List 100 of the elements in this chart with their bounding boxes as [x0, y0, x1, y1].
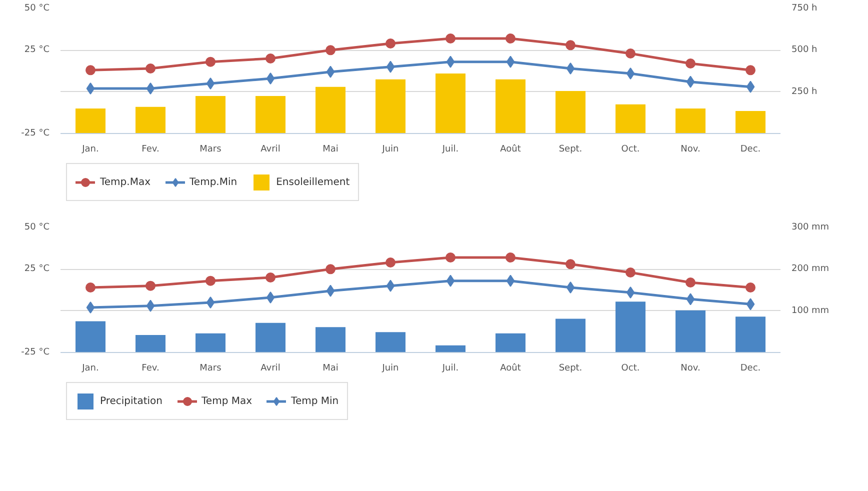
point	[566, 40, 576, 50]
x-tick-label: Sept.	[558, 364, 582, 374]
point	[686, 278, 696, 288]
legend-label: Temp Max	[202, 396, 252, 406]
point	[266, 54, 276, 64]
y-tick-label: 50 °C	[24, 4, 50, 14]
point	[686, 76, 695, 88]
point	[446, 34, 456, 44]
point	[266, 72, 275, 84]
bar	[256, 322, 286, 352]
x-tick-label: Avril	[260, 144, 280, 154]
point	[746, 298, 755, 310]
y2-tick-label: 500 h	[792, 45, 818, 56]
bar	[196, 96, 226, 134]
point	[566, 282, 575, 294]
x-tick-label: Dec.	[740, 144, 761, 154]
x-tick-label: Fev.	[142, 144, 160, 154]
legend-label: Temp.Min	[190, 176, 238, 188]
point	[506, 34, 516, 44]
bar	[736, 316, 766, 352]
x-tick-label: Dec.	[740, 364, 761, 374]
bar	[436, 345, 466, 352]
bar	[376, 332, 406, 352]
point	[566, 259, 576, 270]
point	[446, 252, 456, 262]
point	[686, 58, 696, 68]
y2-tick-label: 750 h	[792, 4, 818, 14]
point	[146, 64, 156, 74]
legend-label: Ensoleillement	[276, 176, 350, 188]
point	[206, 296, 215, 308]
x-tick-label: Août	[500, 144, 522, 154]
x-tick-label: Août	[500, 362, 522, 374]
x-tick-label: Nov.	[680, 364, 700, 374]
point	[506, 252, 516, 262]
x-tick-label: Nov.	[680, 144, 700, 154]
point	[386, 60, 395, 73]
bar	[256, 96, 286, 134]
point	[446, 274, 455, 287]
x-tick-label: Jan.	[81, 144, 99, 154]
point	[206, 78, 215, 90]
point	[266, 292, 275, 304]
legend-label: Precipitation	[100, 396, 163, 406]
point	[386, 280, 395, 292]
x-tick-label: Mai	[322, 144, 338, 154]
point	[626, 286, 635, 298]
x-tick-label: Mars	[200, 364, 222, 374]
bar	[676, 310, 706, 352]
x-tick-label: Juil.	[441, 144, 459, 154]
y-tick-label: -25 °C	[21, 128, 50, 138]
point	[86, 302, 95, 314]
x-tick-label: Oct.	[621, 144, 640, 154]
point	[446, 56, 455, 68]
bar	[76, 321, 106, 352]
bar	[196, 333, 226, 352]
point	[566, 62, 575, 74]
legend-label: Temp.Max	[100, 176, 151, 188]
y-tick-label: -25 °C	[21, 348, 50, 358]
point	[506, 274, 515, 287]
point	[206, 276, 216, 286]
bar	[136, 335, 166, 352]
point	[206, 56, 216, 67]
point	[326, 66, 335, 78]
y2-tick-label: 300 mm	[792, 222, 830, 232]
bar	[496, 333, 526, 352]
x-tick-label: Sept.	[558, 144, 582, 154]
point	[746, 80, 755, 93]
y-tick-label: 25 °C	[24, 264, 50, 274]
bar	[736, 111, 766, 134]
point	[386, 38, 396, 48]
bar	[496, 79, 526, 134]
point	[86, 65, 96, 76]
point	[326, 284, 335, 297]
y-tick-label: 25 °C	[24, 45, 50, 56]
x-tick-label: Fev.	[142, 364, 160, 374]
bar	[76, 108, 106, 134]
bar	[556, 318, 586, 352]
point	[86, 82, 95, 94]
y2-tick-label: 250 h	[792, 86, 818, 97]
bar	[616, 302, 646, 352]
x-tick-label: Juin	[381, 364, 399, 374]
bar	[376, 79, 406, 134]
point	[326, 45, 336, 56]
point	[626, 268, 636, 278]
bar	[616, 104, 646, 134]
bar	[676, 108, 706, 134]
point	[626, 68, 635, 80]
bar	[316, 327, 346, 352]
x-tick-label: Mai	[322, 364, 338, 374]
bar	[136, 106, 166, 134]
point	[746, 65, 756, 76]
point	[146, 300, 155, 312]
point	[326, 264, 336, 274]
bar	[436, 74, 466, 134]
point	[146, 82, 155, 94]
x-tick-label: Juin	[381, 144, 399, 154]
point	[686, 293, 695, 306]
bar	[316, 86, 346, 134]
x-tick-label: Oct.	[621, 364, 640, 374]
point	[86, 282, 96, 292]
legend-label: Temp Min	[291, 396, 339, 406]
